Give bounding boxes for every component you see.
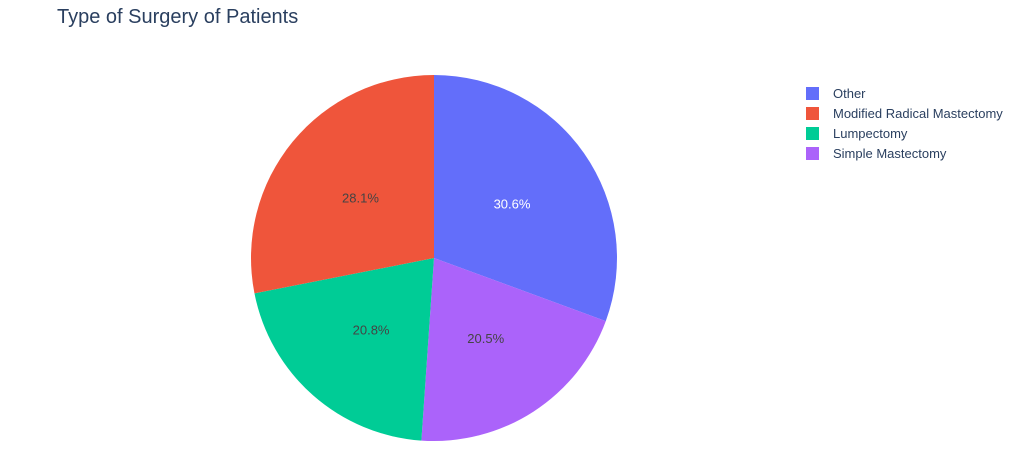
legend-item-simple-mastectomy[interactable]: Simple Mastectomy — [806, 143, 1003, 163]
legend-item-modified-radical-mastectomy[interactable]: Modified Radical Mastectomy — [806, 103, 1003, 123]
legend-item-lumpectomy[interactable]: Lumpectomy — [806, 123, 1003, 143]
chart-title: Type of Surgery of Patients — [57, 6, 299, 28]
legend-swatch — [806, 126, 819, 140]
legend-swatch — [806, 106, 819, 120]
slice-label-other: 30.6% — [494, 197, 531, 212]
legend-swatch — [806, 146, 819, 160]
pie-slice-other[interactable] — [434, 75, 617, 322]
legend-item-other[interactable]: Other — [806, 83, 1003, 103]
legend-label: Other — [833, 85, 866, 101]
slice-label-simple-mastectomy: 20.5% — [467, 331, 504, 346]
legend: Other Modified Radical Mastectomy Lumpecto… — [806, 83, 1003, 163]
legend-swatch — [806, 86, 819, 100]
pie-slice-simple-mastectomy[interactable] — [421, 258, 606, 441]
slice-label-modified-radical-mastectomy: 28.1% — [342, 191, 379, 206]
legend-label: Simple Mastectomy — [833, 145, 947, 161]
slice-label-lumpectomy: 20.8% — [353, 322, 390, 337]
legend-label: Modified Radical Mastectomy — [833, 105, 1003, 121]
legend-label: Lumpectomy — [833, 125, 908, 141]
pie-slice-lumpectomy[interactable] — [254, 258, 434, 441]
pie-slice-modified-radical-mastectomy[interactable] — [251, 75, 434, 294]
